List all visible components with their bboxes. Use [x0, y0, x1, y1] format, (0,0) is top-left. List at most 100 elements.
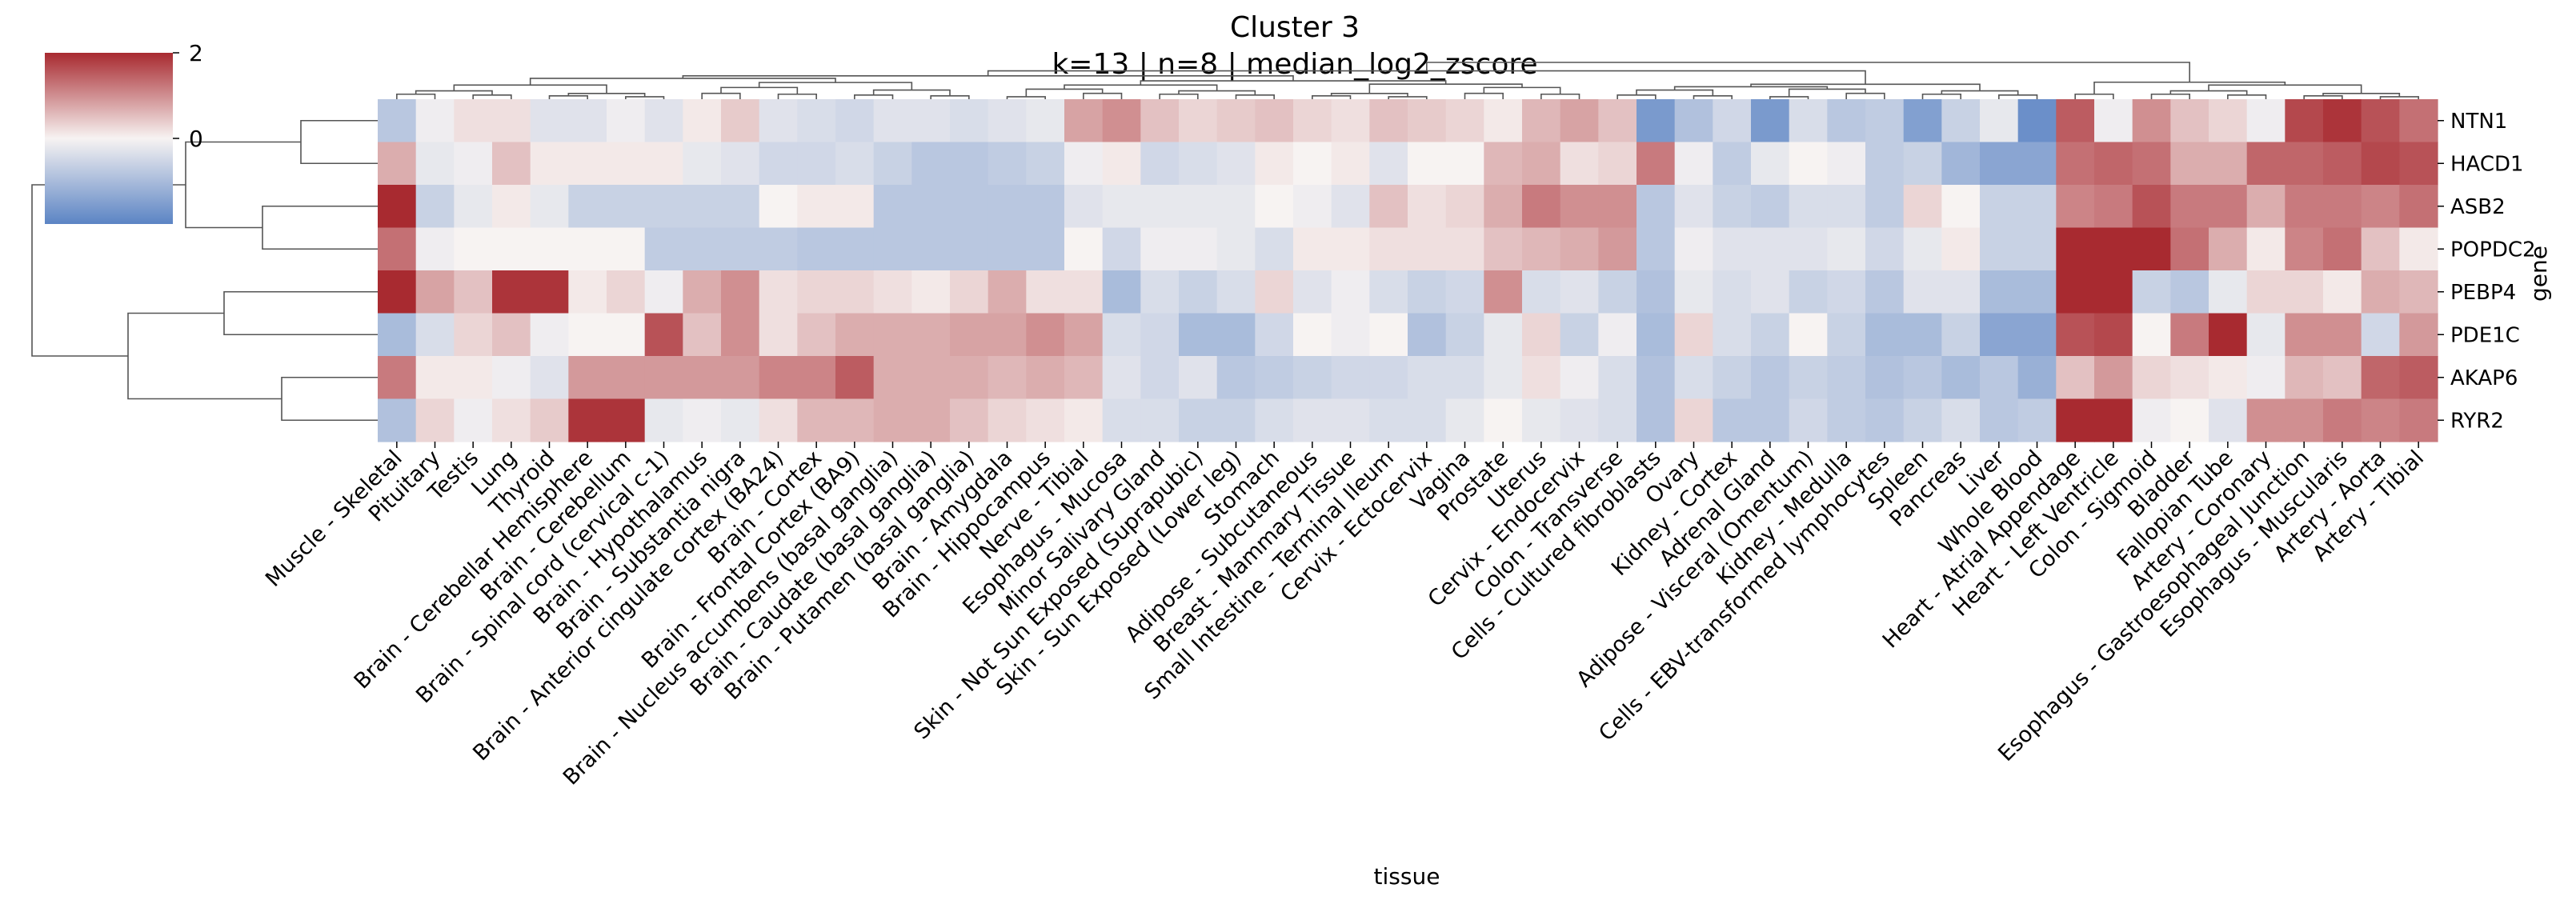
heatmap-cell — [1751, 270, 1790, 314]
heatmap-cell — [1255, 313, 1294, 357]
heatmap-cell — [1789, 185, 1828, 229]
heatmap-cell — [568, 185, 607, 229]
heatmap-cell — [2246, 270, 2286, 314]
heatmap-cell — [1713, 185, 1752, 229]
heatmap-cell — [911, 227, 951, 271]
heatmap-cell — [1293, 356, 1332, 400]
heatmap-cell — [1827, 142, 1866, 186]
heatmap-cell — [1827, 356, 1866, 400]
heatmap-cell — [721, 142, 760, 186]
heatmap-cell — [797, 185, 836, 229]
heatmap-cell — [530, 99, 569, 143]
heatmap-cell — [568, 398, 607, 442]
heatmap-cell — [2017, 356, 2057, 400]
heatmap-cell — [2209, 99, 2248, 143]
heatmap-cell — [1255, 142, 1294, 186]
dendrogram-link — [758, 82, 913, 90]
heatmap-cell — [2209, 227, 2248, 271]
heatmap-cell — [415, 270, 455, 314]
heatmap-cell — [1216, 227, 1256, 271]
heatmap-cell — [2056, 398, 2095, 442]
heatmap-cell — [1865, 313, 1905, 357]
heatmap-cell — [1369, 227, 1408, 271]
heatmap-cell — [530, 142, 569, 186]
heatmap-cell — [911, 398, 951, 442]
heatmap-cell — [1637, 270, 1676, 314]
heatmap-cell — [1408, 313, 1447, 357]
heatmap-cell — [950, 270, 989, 314]
row-label: PDE1C — [2450, 323, 2520, 347]
heatmap-cell — [1980, 356, 2019, 400]
dendrogram-link — [1464, 92, 1504, 99]
heatmap-cell — [1674, 227, 1713, 271]
heatmap-cell — [2017, 313, 2057, 357]
heatmap-cell — [1026, 185, 1065, 229]
dendrogram-link — [127, 312, 282, 400]
heatmap-cell — [2209, 356, 2248, 400]
heatmap-cell — [1713, 398, 1752, 442]
heatmap-cell — [1751, 99, 1790, 143]
heatmap-cell — [1484, 356, 1523, 400]
heatmap-cell — [2361, 185, 2400, 229]
column-labels: Muscle - SkeletalPituitaryTestisLungThyr… — [261, 442, 2429, 790]
heatmap-cell — [1827, 99, 1866, 143]
heatmap-cell — [415, 99, 455, 143]
heatmap-cell — [644, 99, 683, 143]
heatmap-cell — [683, 185, 722, 229]
heatmap-cell — [1789, 313, 1828, 357]
heatmap-cell — [492, 356, 531, 400]
heatmap-cell — [988, 398, 1027, 442]
heatmap-cell — [759, 313, 798, 357]
heatmap-cell — [1560, 398, 1599, 442]
heatmap-cell — [1674, 356, 1713, 400]
heatmap-cell — [1674, 142, 1713, 186]
heatmap-cell — [568, 270, 607, 314]
heatmap-cell — [759, 227, 798, 271]
heatmap-cell — [1598, 99, 1637, 143]
heatmap-cell — [1331, 270, 1370, 314]
heatmap-cell — [1255, 99, 1294, 143]
heatmap-cell — [2323, 398, 2362, 442]
heatmap-cell — [1331, 398, 1370, 442]
heatmap-cell — [1293, 99, 1332, 143]
heatmap-cell — [2170, 313, 2209, 357]
heatmap-cell — [1369, 99, 1408, 143]
heatmap-cell — [1408, 142, 1447, 186]
heatmap-cell — [1064, 398, 1104, 442]
heatmap-cell — [1179, 313, 1218, 357]
dendrogram-link — [472, 94, 512, 99]
heatmap-cell — [2056, 270, 2095, 314]
heatmap-cell — [1255, 398, 1294, 442]
heatmap-cell — [644, 313, 683, 357]
heatmap-cells — [378, 99, 2438, 442]
heatmap-cell — [415, 227, 455, 271]
heatmap-cell — [530, 185, 569, 229]
heatmap-cell — [1140, 227, 1180, 271]
heatmap-cell — [1026, 356, 1065, 400]
dendrogram-link — [1083, 92, 1123, 99]
heatmap-cell — [683, 142, 722, 186]
heatmap-cell — [950, 227, 989, 271]
heatmap-cell — [1064, 356, 1104, 400]
heatmap-cell — [1064, 142, 1104, 186]
heatmap-cell — [873, 99, 912, 143]
heatmap-cell — [1598, 142, 1637, 186]
heatmap-cell — [721, 398, 760, 442]
heatmap-cell — [2399, 185, 2438, 229]
heatmap-cell — [873, 398, 912, 442]
heatmap-cell — [492, 142, 531, 186]
heatmap-cell — [378, 99, 417, 143]
heatmap-cell — [1560, 227, 1599, 271]
heatmap-cell — [2170, 356, 2209, 400]
dendrogram-link — [2322, 92, 2401, 97]
colorbar: 20 — [45, 40, 203, 224]
heatmap-cell — [644, 356, 683, 400]
heatmap-cell — [1980, 270, 2019, 314]
dendrogram-link — [1330, 92, 1408, 97]
dendrogram-link — [720, 86, 799, 94]
heatmap-cell — [1713, 227, 1752, 271]
heatmap-cell — [1445, 356, 1484, 400]
heatmap-cell — [1522, 227, 1561, 271]
row-label: RYR2 — [2450, 409, 2504, 433]
heatmap-cell — [644, 398, 683, 442]
